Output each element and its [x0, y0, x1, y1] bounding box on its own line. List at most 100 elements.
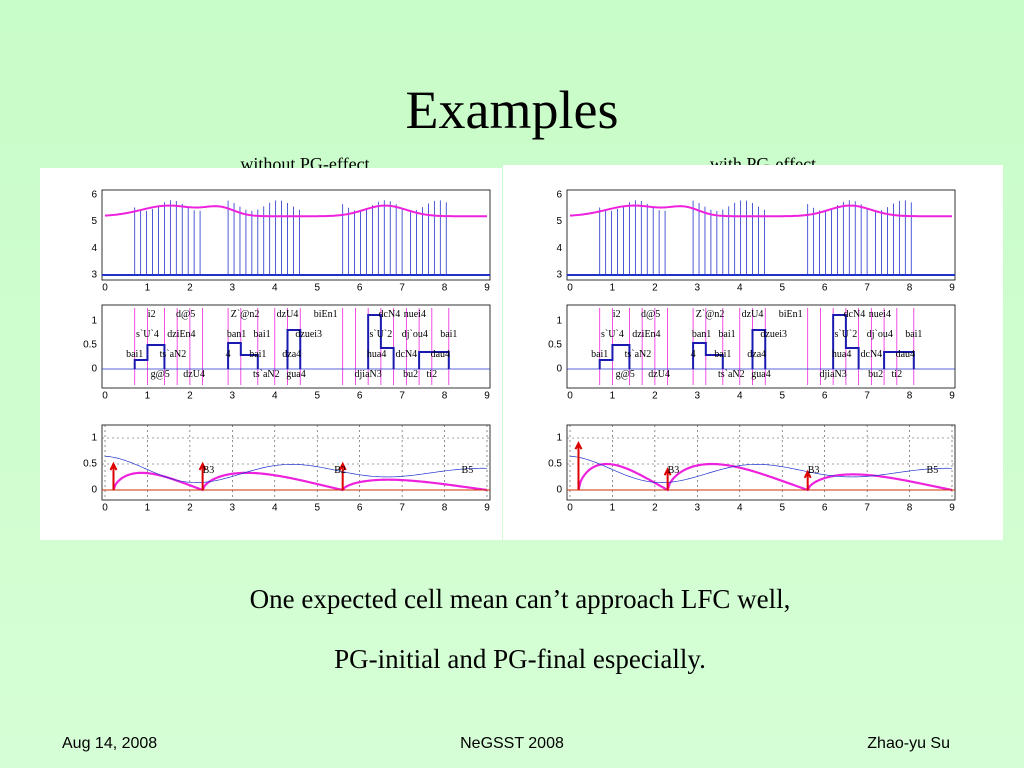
y-tick-label: 1	[91, 316, 97, 327]
syllable-label: bai1	[591, 349, 608, 360]
syllable-label: Z`@n2	[696, 309, 725, 320]
y-tick-label: 1	[556, 433, 562, 444]
syllable-label: i2	[148, 309, 156, 320]
x-tick-label: 5	[314, 283, 320, 294]
x-tick-label: 7	[399, 503, 405, 514]
x-tick-label: 5	[779, 283, 785, 294]
syllable-label: ts`aN2	[160, 349, 187, 360]
syllable-label: ts`aN2	[625, 349, 652, 360]
x-tick-label: 6	[357, 391, 363, 402]
syllable-label: dza4	[747, 349, 766, 360]
syllable-label: d@5	[641, 309, 660, 320]
syllable-label: nuei4	[869, 309, 891, 320]
segment-steps	[133, 314, 450, 369]
f0-trace	[134, 200, 447, 275]
axes-box	[101, 424, 491, 501]
body-text: One expected cell mean can’t approach LF…	[250, 584, 791, 614]
x-tick-label: 9	[484, 391, 490, 402]
y-tick-label: 0	[556, 485, 562, 496]
syllable-label: gua4	[286, 369, 305, 380]
syllable-label: dj`ou4	[867, 329, 893, 340]
x-tick-label: 0	[567, 391, 573, 402]
syllable-label: bai1	[126, 349, 143, 360]
boundary-label: B5	[927, 465, 939, 476]
x-tick-label: 0	[567, 503, 573, 514]
x-tick-label: 7	[864, 391, 870, 402]
x-tick-label: 7	[864, 503, 870, 514]
syllable-label: hua4	[832, 349, 851, 360]
y-tick-label: 1	[91, 433, 97, 444]
boundary-curve	[577, 462, 953, 492]
boundary-label: B5	[462, 465, 474, 476]
boundary-arrow	[663, 466, 672, 490]
y-tick-label: 4	[91, 243, 97, 254]
figure: 0 1 2 3 4 5 6 7 8 9 3 4 5 6 0 1 2 3 4 5 6 7 8 9 0 0.5 1 0 1 2 3 4 5 6 7 8 9 0…	[83, 190, 491, 514]
axes-box	[101, 304, 491, 389]
y-tick-label: 3	[556, 270, 562, 281]
x-tick-label: 5	[314, 503, 320, 514]
syllable-label: dcN4	[396, 349, 418, 360]
x-tick-label: 6	[357, 283, 363, 294]
x-tick-label: 9	[484, 283, 490, 294]
y-tick-label: 0	[556, 364, 562, 375]
x-tick-label: 2	[652, 391, 658, 402]
boundary-label: B2	[334, 465, 346, 476]
slide-title: Examples	[406, 80, 619, 140]
syllable-label: dj`ou4	[402, 329, 428, 340]
x-tick-label: 8	[907, 391, 913, 402]
y-tick-label: 0.5	[83, 340, 97, 351]
x-tick-label: 9	[949, 391, 955, 402]
figure-panel	[40, 168, 502, 540]
syllable-label: bai1	[714, 349, 731, 360]
syllable-label: bai1	[253, 329, 270, 340]
x-tick-label: 6	[822, 283, 828, 294]
syllable-label: g@5	[151, 369, 170, 380]
boundary-label: B3	[668, 465, 680, 476]
syllable-label: dcN4	[844, 309, 866, 320]
syllable-label: dziEn4	[167, 329, 195, 340]
syllable-label: dau4	[896, 349, 915, 360]
x-tick-label: 7	[399, 283, 405, 294]
f0-trace	[599, 200, 912, 275]
x-tick-label: 8	[907, 283, 913, 294]
syllable-label: bai1	[718, 329, 735, 340]
y-tick-label: 0	[91, 364, 97, 375]
x-tick-label: 3	[230, 283, 236, 294]
syllable-label: dcN4	[861, 349, 883, 360]
axes-box	[566, 189, 956, 281]
x-tick-label: 4	[737, 391, 743, 402]
x-tick-label: 0	[102, 391, 108, 402]
x-tick-label: 6	[357, 503, 363, 514]
body-text: PG-initial and PG-final especially.	[334, 644, 706, 674]
y-tick-label: 1	[556, 316, 562, 327]
syllable-label: dzU4	[742, 309, 764, 320]
x-tick-label: 2	[187, 283, 193, 294]
x-tick-label: 3	[695, 503, 701, 514]
y-tick-label: 0.5	[548, 340, 562, 351]
boundary-arrow	[803, 469, 812, 490]
boundary-label: B3	[203, 465, 215, 476]
y-tick-label: 3	[91, 270, 97, 281]
syllable-label: ts`aN2	[253, 369, 280, 380]
x-tick-label: 4	[737, 283, 743, 294]
x-tick-label: 2	[652, 503, 658, 514]
x-tick-label: 4	[737, 503, 743, 514]
syllable-label: s`U`2	[369, 329, 392, 340]
syllable-label: bu2	[403, 369, 418, 380]
syllable-label: i2	[613, 309, 621, 320]
figure: 0 1 2 3 4 5 6 7 8 9 3 4 5 6 0 1 2 3 4 5 6 7 8 9 0 0.5 1 0 1 2 3 4 5 6 7 8 9 0…	[548, 189, 956, 514]
syllable-label: gua4	[751, 369, 770, 380]
syllable-label: ts`aN2	[718, 369, 745, 380]
x-tick-label: 8	[442, 503, 448, 514]
syllable-label: dzU4	[277, 309, 299, 320]
syllable-label: g@5	[616, 369, 635, 380]
y-tick-label: 6	[91, 190, 97, 201]
x-tick-label: 5	[779, 503, 785, 514]
x-tick-label: 1	[610, 391, 616, 402]
x-tick-label: 3	[230, 391, 236, 402]
syllable-label: dzU4	[183, 369, 205, 380]
segment-steps	[598, 314, 915, 369]
x-tick-label: 1	[145, 391, 151, 402]
boundary-label: B3	[808, 465, 820, 476]
y-tick-label: 0	[91, 485, 97, 496]
